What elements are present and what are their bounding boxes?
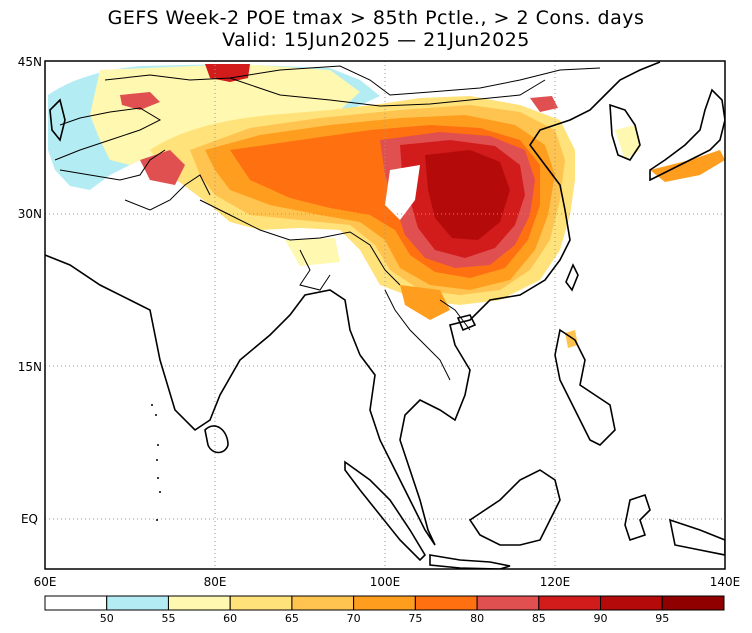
- shade-spot-indochina: [400, 285, 450, 320]
- colorbar-swatch: [538, 595, 602, 611]
- colorbar-swatch: [661, 595, 725, 611]
- coast-seasia: [359, 61, 661, 546]
- lon-label-60e: 60E: [34, 575, 57, 589]
- coast-borneo: [468, 469, 561, 546]
- map-title: GEFS Week-2 POE tmax > 85th Pctle., > 2 …: [107, 7, 645, 29]
- colorbar-label: 55: [161, 612, 175, 625]
- graticule: [45, 61, 725, 569]
- coast-java: [429, 554, 511, 569]
- border-central-asia: [54, 107, 162, 161]
- borders: [54, 65, 601, 381]
- map-valid-dates: Valid: 15Jun2025 — 21Jun2025: [222, 29, 530, 51]
- shade-95: [425, 150, 510, 240]
- coast-caspian: [49, 98, 66, 142]
- colorbar-swatch: [229, 595, 293, 611]
- colorbar-label: 75: [408, 612, 422, 625]
- colorbar-swatch: [291, 595, 355, 611]
- colorbar-label: 65: [285, 612, 299, 625]
- shade-spot-japan: [650, 150, 725, 182]
- coast-hainan: [456, 314, 477, 332]
- colorbar-swatch: [106, 595, 169, 611]
- shade-spot-luzon: [565, 330, 578, 348]
- border-himalaya: [199, 199, 401, 286]
- colorbar-label: 60: [223, 612, 237, 625]
- colorbar-label: 85: [532, 612, 546, 625]
- colorbar-label: 90: [594, 612, 608, 625]
- shade-spot-north: [205, 64, 250, 82]
- lon-label-80e: 80E: [204, 575, 227, 589]
- shade-gap-tarim: [385, 165, 420, 220]
- coast-newguinea: [668, 518, 725, 556]
- coastlines: [45, 61, 725, 569]
- shade-spot-kazakh: [120, 92, 160, 110]
- lon-label-100e: 100E: [370, 575, 401, 589]
- colorbar-swatch: [600, 595, 663, 611]
- colorbar-swatch: [353, 595, 416, 611]
- shade-spot-bengal: [285, 238, 340, 266]
- shade-60: [90, 64, 360, 165]
- border-afghan: [59, 149, 166, 181]
- lat-label-15n: 15N: [18, 360, 42, 374]
- shade-spot-korea: [615, 125, 640, 160]
- coast-japan: [649, 88, 725, 182]
- coast-india: [45, 254, 361, 432]
- border-china-north: [104, 65, 601, 96]
- border-mongolia: [229, 77, 546, 107]
- maldives-dots: [151, 404, 161, 521]
- colorbar-swatch: [476, 595, 540, 611]
- border-bangladesh: [299, 249, 331, 291]
- coast-sulawesi: [624, 493, 651, 542]
- border-pakistan-india: [124, 174, 211, 211]
- border-indochina: [384, 289, 451, 381]
- lat-axis: 45N 30N 15N EQ: [18, 55, 42, 526]
- colorbar-label: 80: [470, 612, 484, 625]
- colorbar-label: 95: [655, 612, 669, 625]
- lat-label-eq: EQ: [21, 512, 38, 526]
- map-frame: [44, 60, 726, 570]
- shade-spot-manchuria: [530, 96, 558, 112]
- probability-shading: [48, 64, 725, 348]
- border-vietnam: [439, 299, 471, 331]
- colorbar: 50 55 60 65 70 75 80 85 90 95: [44, 595, 725, 625]
- colorbar-label: 50: [100, 612, 114, 625]
- colorbar-swatch: [44, 595, 108, 611]
- coast-taiwan: [565, 263, 579, 292]
- coast-sumatra: [344, 460, 427, 562]
- colorbar-label: 70: [347, 612, 361, 625]
- lon-axis: 60E 80E 100E 120E 140E: [34, 575, 741, 589]
- lat-label-30n: 30N: [18, 207, 42, 221]
- lat-label-45n: 45N: [18, 55, 42, 69]
- coast-srilanka: [204, 425, 229, 454]
- colorbar-swatch: [414, 595, 478, 611]
- colorbar-swatch: [167, 595, 231, 611]
- lon-label-140e: 140E: [710, 575, 741, 589]
- coast-korea: [609, 103, 641, 161]
- coast-philippines: [554, 328, 616, 446]
- lon-label-120e: 120E: [540, 575, 571, 589]
